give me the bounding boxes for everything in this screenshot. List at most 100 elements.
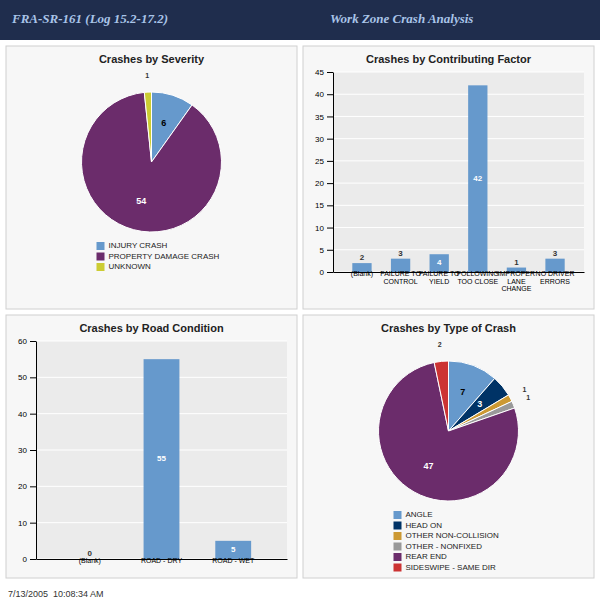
legend-item: OTHER NON-COLLISION	[394, 531, 500, 540]
legend-swatch	[394, 564, 402, 572]
y-tick-label: 40	[315, 90, 324, 99]
x-tick-label: FOLLOWINGTOO CLOSE	[457, 270, 499, 285]
dashboard: FRA-SR-161 (Log 15.2-17.2) Work Zone Cras…	[0, 0, 600, 603]
axis-domain	[36, 342, 37, 560]
y-tick-mark	[30, 341, 36, 342]
y-tick-label: 35	[315, 113, 324, 122]
x-tick-label-line: YIELD	[429, 278, 449, 285]
header-title: FRA-SR-161 (Log 15.2-17.2)	[11, 11, 168, 26]
grid-line	[333, 160, 584, 161]
panel: Crashes by Type of Crash7311472ANGLEHEAD…	[303, 315, 594, 578]
data-labels: 0555	[88, 454, 236, 558]
y-tick-label: 30	[18, 446, 27, 455]
y-tick-mark	[327, 228, 333, 229]
x-tick-label-line: ERRORS	[540, 278, 570, 285]
y-tick: 10	[315, 224, 333, 233]
data-label: 5	[231, 545, 236, 554]
data-labels: 2344213	[360, 174, 558, 267]
y-tick: 20	[18, 482, 36, 491]
x-tick-label-line: FAILURE TO	[419, 270, 460, 277]
legend-label: HEAD ON	[406, 521, 443, 530]
x-tick-label-line: TOO CLOSE	[457, 278, 498, 285]
legend-swatch	[394, 522, 402, 530]
y-tick-mark	[327, 272, 333, 273]
x-tick-label-line: ROAD - WET	[212, 557, 255, 564]
data-labels: 7311472	[423, 341, 530, 470]
x-tick: FAILURE TOCONTROL	[380, 270, 421, 285]
grid	[36, 341, 287, 559]
legend-label: ANGLE	[406, 510, 433, 519]
legend-item: SIDESWIPE - SAME DIR	[394, 563, 496, 572]
panel: Crashes by Severity6541INJURY CRASHPROPE…	[6, 46, 297, 309]
data-label: 1	[526, 394, 530, 401]
data-label: 0	[88, 549, 93, 558]
data-label: 3	[477, 399, 482, 409]
y-tick-label: 15	[315, 201, 324, 210]
legend-item: INJURY CRASH	[97, 241, 168, 250]
y-tick-mark	[327, 183, 333, 184]
data-label: 2	[360, 253, 365, 262]
x-tick-label-line: ROAD - DRY	[141, 557, 182, 564]
x-tick: ROAD - DRY	[141, 557, 182, 564]
panel-background	[6, 46, 297, 309]
y-tick-label: 25	[315, 157, 324, 166]
bar	[144, 359, 180, 559]
y-tick-label: 40	[18, 410, 27, 419]
x-tick-label: (Blank)	[351, 270, 373, 278]
slice	[81, 92, 221, 232]
data-label: 6	[161, 118, 166, 128]
y-tick: 50	[18, 373, 36, 382]
data-label: 2	[438, 341, 442, 348]
legend-swatch	[394, 543, 402, 551]
legend-swatch	[97, 263, 105, 271]
y-tick-mark	[30, 523, 36, 524]
y-tick: 45	[315, 68, 333, 77]
y-tick: 0	[23, 555, 36, 564]
chart-title: Crashes by Contributing Factor	[366, 53, 532, 65]
legend-swatch	[394, 511, 402, 519]
y-tick: 20	[315, 179, 333, 188]
legend-swatch	[394, 553, 402, 561]
x-tick: FOLLOWINGTOO CLOSE	[457, 270, 499, 285]
x-tick-label-line: LANE	[507, 278, 526, 285]
grid-line	[36, 341, 287, 342]
data-label: 1	[145, 72, 149, 79]
legend-swatch	[97, 242, 105, 250]
y-axis: 0102030405060	[18, 337, 36, 564]
x-axis: (Blank)FAILURE TOCONTROLFAILURE TOYIELDF…	[334, 270, 585, 292]
plot-area: 051015202530354045(Blank)FAILURE TOCONTR…	[315, 68, 584, 292]
y-tick-mark	[327, 205, 333, 206]
y-tick-mark	[327, 72, 333, 73]
legend: ANGLEHEAD ONOTHER NON-COLLISIONOTHER - N…	[394, 510, 500, 572]
x-tick-label: FAILURE TOYIELD	[419, 270, 460, 285]
grid-line	[333, 205, 584, 206]
footer-note: 7/13/2005 10:08:34 AM	[8, 589, 104, 599]
y-tick-label: 20	[315, 179, 324, 188]
header-subtitle: Work Zone Crash Analysis	[330, 11, 473, 26]
bars	[144, 359, 252, 559]
y-tick: 5	[320, 246, 333, 255]
data-label: 42	[473, 174, 482, 183]
plot-background	[36, 341, 287, 559]
axis-domain	[333, 73, 334, 273]
y-tick: 35	[315, 113, 333, 122]
grid-line	[333, 249, 584, 250]
x-tick: (Blank)	[79, 557, 101, 565]
y-tick-label: 5	[320, 246, 325, 255]
data-label: 3	[398, 249, 403, 258]
chart-title: Crashes by Type of Crash	[381, 322, 516, 334]
x-tick-label-line: CHANGE	[501, 285, 531, 292]
legend-label: PROPERTY DAMAGE CRASH	[109, 252, 220, 261]
y-tick-label: 10	[315, 224, 324, 233]
pie: 6541	[81, 72, 221, 232]
y-tick-mark	[327, 250, 333, 251]
x-tick-label: ROAD - DRY	[141, 557, 182, 564]
y-tick: 15	[315, 201, 333, 210]
y-tick-label: 30	[315, 135, 324, 144]
y-tick: 60	[18, 337, 36, 346]
data-label: 3	[553, 249, 558, 258]
x-tick: NO DRIVERERRORS	[536, 270, 575, 285]
bars	[352, 85, 564, 272]
legend-label: INJURY CRASH	[109, 241, 168, 250]
x-tick: FAILURE TOYIELD	[419, 270, 460, 285]
